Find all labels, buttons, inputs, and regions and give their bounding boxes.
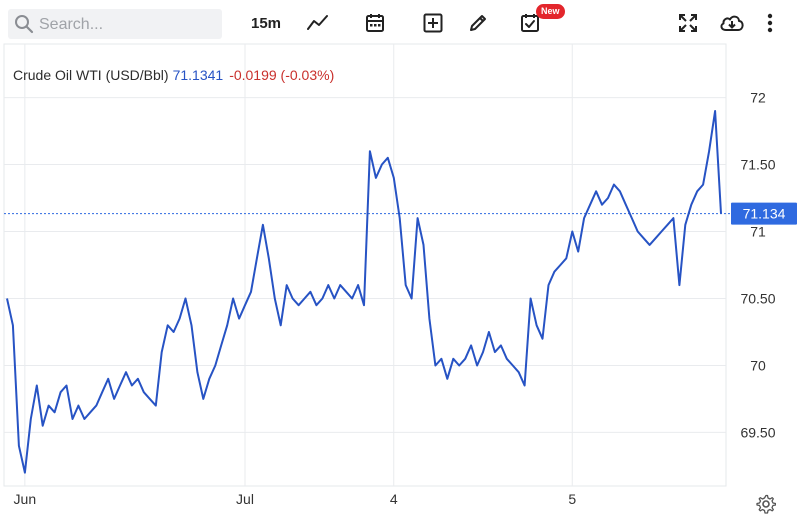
chart-legend: Crude Oil WTI (USD/Bbl) 71.1341 -0.0199 (-… xyxy=(13,67,334,83)
draw-button[interactable] xyxy=(466,8,490,38)
price-series-line xyxy=(6,110,722,474)
y-tick-label: 69.50 xyxy=(740,424,775,440)
legend-last-price: 71.1341 xyxy=(172,67,224,83)
gear-icon[interactable] xyxy=(756,494,776,514)
y-tick-label: 70 xyxy=(750,357,766,373)
chart-style-icon xyxy=(307,15,328,30)
legend-symbol: Crude Oil WTI (USD/Bbl) xyxy=(13,67,169,83)
draw-icon xyxy=(470,15,486,31)
interval-button[interactable]: 15m xyxy=(250,14,282,32)
download-icon xyxy=(720,15,744,31)
x-tick-label: 5 xyxy=(568,491,576,507)
events-icon xyxy=(521,14,539,32)
last-price-tag xyxy=(731,202,797,225)
chart-style-button[interactable] xyxy=(305,8,331,38)
fullscreen-icon xyxy=(679,14,697,32)
add-indicator-button[interactable] xyxy=(421,8,445,38)
search-box[interactable]: Search... xyxy=(8,9,222,39)
calendar-icon xyxy=(366,14,384,32)
x-tick-label: 4 xyxy=(390,491,398,507)
search-placeholder: Search... xyxy=(39,16,104,33)
plot-frame xyxy=(3,43,727,487)
y-tick-label: 71 xyxy=(750,224,766,240)
toolbar: Search... 15m xyxy=(0,0,800,44)
download-button[interactable] xyxy=(718,8,746,38)
last-price-label: 71.134 xyxy=(743,206,786,222)
search-icon xyxy=(15,15,34,34)
y-tick-label: 71.50 xyxy=(740,157,775,173)
more-icon xyxy=(767,13,773,33)
x-tick-label: Jun xyxy=(14,491,37,507)
legend-change: -0.0199 (-0.03%) xyxy=(229,67,335,83)
fullscreen-button[interactable] xyxy=(676,8,700,38)
y-tick-label: 70.50 xyxy=(740,290,775,306)
add-indicator-icon xyxy=(423,13,443,33)
y-tick-label: 72 xyxy=(750,90,766,106)
x-tick-label: Jul xyxy=(236,491,254,507)
calendar-button[interactable] xyxy=(363,8,387,38)
events-button[interactable] xyxy=(518,8,542,38)
more-button[interactable] xyxy=(762,8,778,38)
new-badge: New xyxy=(536,4,565,19)
